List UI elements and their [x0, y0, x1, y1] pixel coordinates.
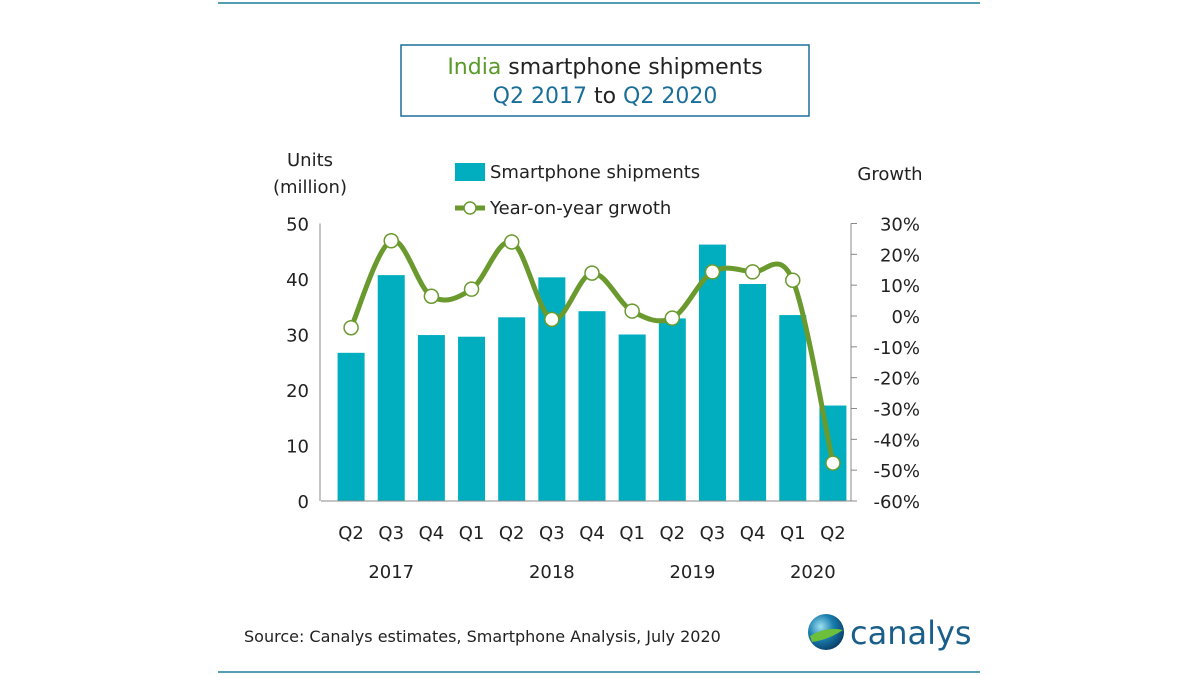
bar-1 [377, 275, 405, 501]
right-tick-label: 10% [880, 276, 920, 297]
right-axis-label: Growth [857, 164, 922, 185]
left-tick-label: 50 [286, 215, 309, 236]
bar-6 [578, 311, 606, 501]
x-tick-label: Q1 [780, 523, 806, 544]
year-label: 2019 [669, 562, 715, 583]
year-label: 2018 [529, 562, 575, 583]
canalys-logo: canalys [808, 614, 972, 652]
left-axis-label-2: (million) [273, 177, 347, 198]
x-tick-label: Q3 [539, 523, 565, 544]
growth-point-11 [785, 272, 801, 288]
bar-11 [779, 315, 807, 501]
x-tick-label: Q3 [378, 523, 404, 544]
chart-title-line2: Q2 2017 to Q2 2020 [493, 84, 718, 109]
left-tick-label: 30 [286, 326, 309, 347]
growth-point-0 [343, 319, 359, 336]
right-tick-label: -30% [873, 400, 920, 421]
right-tick-label: -40% [873, 430, 920, 451]
left-tick-label: 10 [286, 437, 309, 458]
x-tick-label: Q2 [820, 523, 846, 544]
x-tick-label: Q4 [419, 523, 445, 544]
x-tick-label: Q4 [579, 523, 605, 544]
x-tick-label: Q2 [659, 523, 685, 544]
x-tick-label: Q3 [700, 523, 726, 544]
legend-line-label: Year-on-year grwoth [489, 198, 671, 219]
growth-point-1 [383, 233, 399, 249]
left-axis-label-1: Units [287, 150, 333, 171]
bar-0 [337, 352, 365, 501]
year-label: 2020 [790, 562, 836, 583]
source-note: Source: Canalys estimates, Smartphone An… [244, 627, 721, 646]
legend-line-marker [463, 201, 477, 215]
growth-point-9 [704, 264, 721, 280]
bar-4 [498, 317, 526, 501]
right-tick-label: -60% [873, 492, 920, 513]
right-tick-label: -20% [873, 369, 920, 390]
bar-3 [458, 336, 486, 501]
year-label: 2017 [368, 562, 414, 583]
bar-8 [658, 318, 686, 501]
bar-10 [739, 283, 767, 501]
growth-point-4 [503, 234, 520, 250]
logo-text: canalys [850, 614, 972, 652]
right-tick-label: -50% [873, 461, 920, 482]
legend-bar-label: Smartphone shipments [490, 162, 700, 183]
x-tick-label: Q4 [740, 523, 766, 544]
growth-point-5 [544, 311, 560, 328]
bar-2 [417, 335, 445, 501]
growth-point-6 [584, 265, 600, 281]
chart-title-line1: India smartphone shipments [447, 55, 762, 80]
growth-point-7 [624, 303, 640, 319]
growth-point-8 [664, 310, 681, 326]
globe-swoosh [810, 628, 843, 642]
right-tick-label: -10% [873, 338, 920, 359]
left-tick-label: 40 [286, 270, 309, 291]
left-tick-label: 20 [286, 381, 309, 402]
right-tick-label: 30% [880, 215, 920, 236]
x-tick-label: Q1 [459, 523, 485, 544]
x-tick-label: Q1 [619, 523, 645, 544]
x-tick-label: Q2 [499, 523, 525, 544]
x-tick-label: Q2 [338, 523, 364, 544]
growth-point-12 [825, 455, 841, 471]
right-tick-label: 20% [880, 245, 920, 266]
growth-point-10 [744, 264, 761, 280]
legend-bar-swatch [455, 163, 485, 181]
growth-point-3 [463, 281, 480, 297]
bar-7 [618, 334, 646, 501]
title-box [400, 44, 810, 117]
right-tick-label: 0% [891, 307, 920, 328]
bar-9 [698, 244, 726, 501]
left-tick-label: 0 [298, 492, 309, 513]
growth-point-2 [423, 288, 440, 305]
